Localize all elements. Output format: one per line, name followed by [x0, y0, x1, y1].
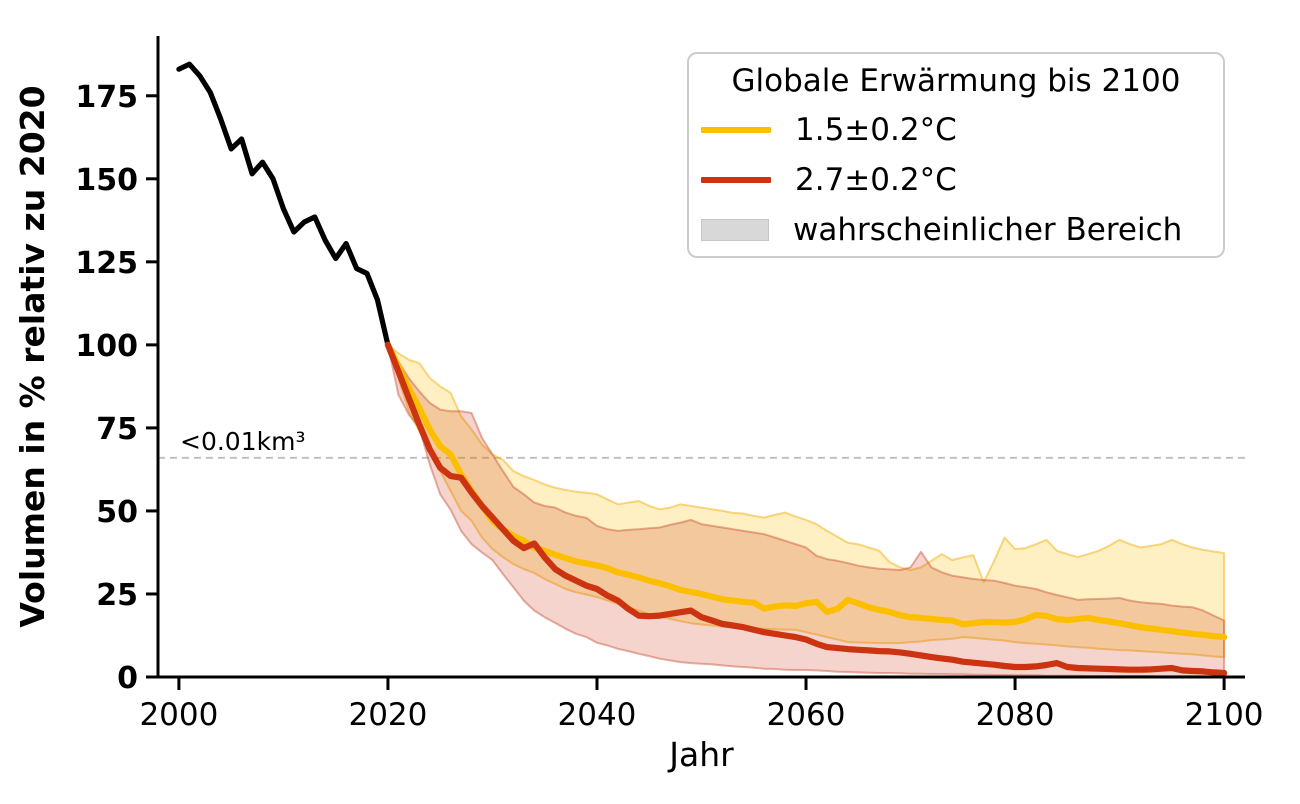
- legend-swatch-line-2-7-icon: [701, 177, 771, 183]
- threshold-label: <0.01km³: [180, 427, 305, 456]
- x-tick-label: 2020: [348, 697, 427, 733]
- legend-label-2-7: 2.7±0.2°C: [795, 162, 957, 198]
- y-axis-title: Volumen in % relativ zu 2020: [13, 85, 52, 627]
- band-range-2-7: [386, 343, 1226, 678]
- y-tick-label: 50: [96, 495, 138, 530]
- legend-item-2-7: 2.7±0.2°C: [689, 155, 1223, 205]
- y-tick-label: 100: [75, 329, 138, 364]
- y-tick-label: 75: [96, 412, 138, 447]
- legend-swatch-line-1-5-icon: [701, 127, 771, 133]
- y-tick-label: 25: [96, 578, 138, 613]
- x-axis-title: Jahr: [667, 735, 734, 774]
- y-tick-label: 175: [75, 80, 138, 115]
- series-warming-2-7: [384, 341, 1228, 677]
- legend-item-1-5: 1.5±0.2°C: [689, 105, 1223, 155]
- series-warming-1-5: [384, 341, 1228, 641]
- y-axis-ticks: 0 25 50 75 100 125 150 175: [75, 80, 158, 696]
- y-tick-label: 125: [75, 246, 138, 281]
- band-range-1-5: [386, 343, 1226, 659]
- legend-item-likely-range: wahrscheinlicher Bereich: [689, 205, 1223, 255]
- x-tick-label: 2000: [139, 697, 218, 733]
- legend-label-1-5: 1.5±0.2°C: [795, 112, 957, 148]
- y-tick-label: 150: [75, 163, 138, 198]
- x-tick-label: 2100: [1185, 697, 1264, 733]
- x-tick-label: 2040: [558, 697, 637, 733]
- legend: Globale Erwärmung bis 2100 1.5±0.2°C 2.7…: [687, 52, 1225, 258]
- legend-label-likely-range: wahrscheinlicher Bereich: [793, 212, 1183, 248]
- y-tick-label: 0: [117, 661, 138, 696]
- series-historical: [176, 61, 391, 348]
- x-tick-label: 2080: [976, 697, 1055, 733]
- legend-swatch-patch-icon: [701, 219, 769, 241]
- x-tick-label: 2060: [767, 697, 846, 733]
- legend-title: Globale Erwärmung bis 2100: [731, 63, 1181, 99]
- x-axis-ticks: 2000 2020 2040 2060 2080 2100: [139, 677, 1264, 733]
